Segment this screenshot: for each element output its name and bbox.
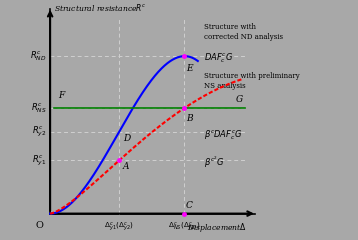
Text: F: F xyxy=(58,91,64,100)
Text: E: E xyxy=(186,64,193,73)
Text: Structure with
corrected ND analysis: Structure with corrected ND analysis xyxy=(204,23,283,41)
Text: G: G xyxy=(236,95,243,104)
Text: $\Delta_{NS}^c(\Delta_{ND}^c)$: $\Delta_{NS}^c(\Delta_{ND}^c)$ xyxy=(168,221,200,233)
Text: $R_{NS}^c$: $R_{NS}^c$ xyxy=(31,102,47,115)
Text: $\beta^c DAF_c^cG$: $\beta^c DAF_c^cG$ xyxy=(204,128,242,142)
Text: C: C xyxy=(186,201,193,210)
Text: Structure with preliminary
NS analysis: Structure with preliminary NS analysis xyxy=(204,72,299,90)
Text: $\Delta_{y1}^c(\Delta_{y2}^c)$: $\Delta_{y1}^c(\Delta_{y2}^c)$ xyxy=(104,221,134,234)
Text: $\beta^{c^2}G$: $\beta^{c^2}G$ xyxy=(204,155,224,170)
Text: $R_{y1}^c$: $R_{y1}^c$ xyxy=(32,153,47,168)
Text: $R_{ND}^c$: $R_{ND}^c$ xyxy=(30,49,47,63)
Text: Structural resistance$R^c$: Structural resistance$R^c$ xyxy=(54,2,146,13)
Text: $DAF_c^cG$: $DAF_c^cG$ xyxy=(204,51,233,65)
Text: O: O xyxy=(35,221,43,230)
Text: B: B xyxy=(186,114,193,123)
Text: Displacement$\Delta$: Displacement$\Delta$ xyxy=(187,221,247,234)
Text: D: D xyxy=(123,134,130,143)
Text: A: A xyxy=(123,162,130,171)
Text: $R_{y2}^c$: $R_{y2}^c$ xyxy=(32,125,47,139)
